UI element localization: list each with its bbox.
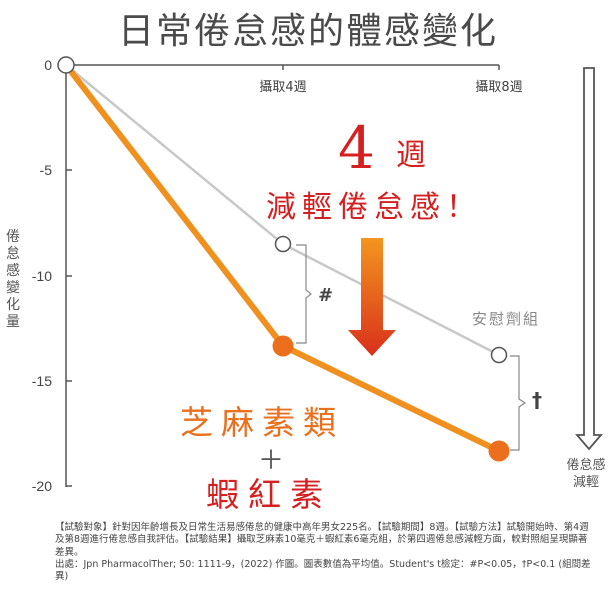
- product-label-plus: ＋: [258, 446, 285, 476]
- down-arrow-icon: [575, 67, 603, 451]
- bracket-week4: [296, 244, 312, 344]
- headline-number: 4: [338, 114, 375, 182]
- marker-start: [57, 56, 75, 74]
- significance-week4: #: [318, 285, 331, 306]
- x-tick-week8: 攝取8週: [475, 79, 522, 95]
- fatigue-reduced-line2: 減輕: [572, 475, 599, 490]
- marker-placebo-week4: [274, 235, 292, 253]
- footnote: 【試驗對象】針對因年齡增長及日常生活易感倦怠的健康中高年男女225名。【試驗期間…: [55, 522, 595, 583]
- x-tick-week4: 攝取4週: [259, 79, 306, 95]
- y-axis: 0 -5 -10 -15 -20: [32, 57, 72, 494]
- y-tick-0: 0: [44, 57, 52, 73]
- product-label-astaxanthin: 蝦紅素: [206, 475, 332, 514]
- fatigue-reduced-label: 倦怠感 減輕: [558, 457, 614, 491]
- product-label-sesamin: 芝麻素類: [180, 403, 344, 442]
- emphasis-arrow-icon: [348, 238, 396, 356]
- headline-unit: 週: [396, 138, 426, 173]
- chart-title: 日常倦怠感的體感變化: [117, 11, 498, 52]
- footnote-study-details: 【試驗對象】針對因年齡增長及日常生活易感倦怠的健康中高年男女225名。【試驗期間…: [55, 522, 589, 558]
- footnote-source: 出處：Jpn PharmacolTher; 50: 1111-9，(2022) …: [55, 558, 591, 583]
- headline-subtitle: 減輕倦怠感！: [266, 190, 482, 225]
- y-tick-neg10: -10: [32, 268, 52, 284]
- significance-week8: †: [532, 388, 542, 412]
- y-tick-neg5: -5: [40, 162, 53, 178]
- y-axis-label: 倦怠感變化量: [6, 229, 20, 330]
- placebo-series-label: 安慰劑組: [472, 310, 541, 328]
- marker-placebo-week8: [490, 346, 508, 364]
- x-axis: 攝取4週 攝取8週: [66, 64, 523, 95]
- series-product: [63, 63, 510, 462]
- y-tick-neg15: -15: [32, 373, 52, 389]
- fatigue-reduced-line1: 倦怠感: [566, 458, 606, 473]
- bracket-week8: [510, 355, 527, 451]
- y-tick-neg20: -20: [32, 478, 52, 494]
